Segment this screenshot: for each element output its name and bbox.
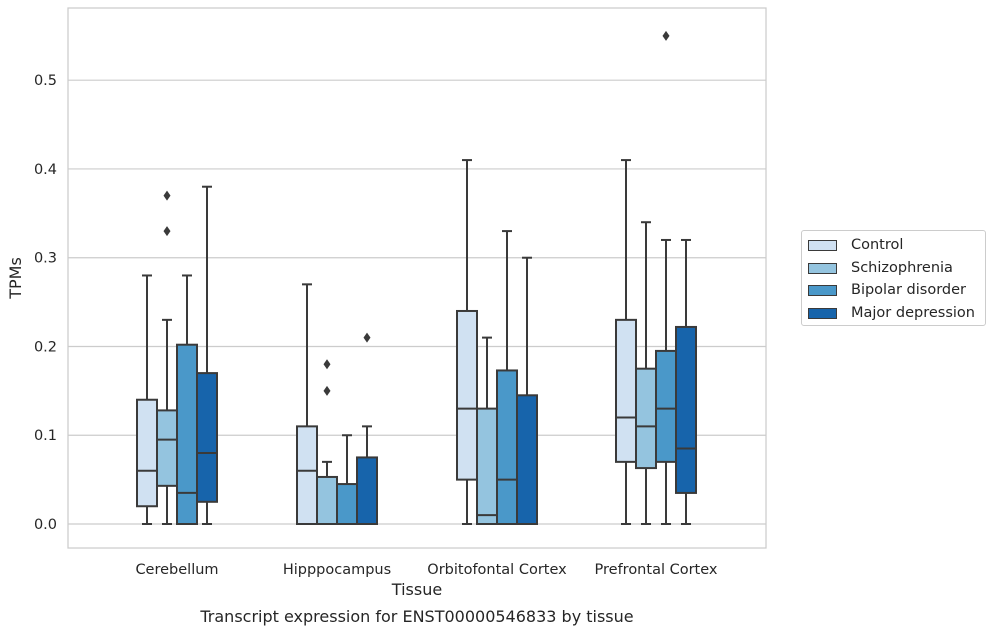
box-3-0	[615, 159, 637, 525]
y-tick-label: 0.5	[34, 73, 57, 89]
outlier-point	[323, 385, 331, 396]
outlier-point	[323, 359, 331, 370]
box-body	[496, 369, 518, 525]
box-body	[176, 343, 198, 525]
outlier-point	[163, 226, 171, 237]
box-2-0	[456, 159, 478, 525]
x-tick-labels: Cerebellum Hipppocampus Orbitofontal Corte…	[135, 562, 717, 578]
box-0-1	[156, 190, 178, 525]
outlier-point	[363, 332, 371, 343]
y-tick-label: 0.4	[34, 162, 57, 178]
y-tick-label: 0.0	[34, 517, 57, 533]
legend-label-control: Control	[851, 237, 904, 253]
box-body	[476, 407, 498, 525]
legend-label-bipolar: Bipolar disorder	[851, 282, 966, 298]
outlier-point	[163, 190, 171, 201]
outlier-point	[662, 30, 670, 41]
box-1-2	[336, 434, 358, 526]
boxes	[136, 30, 697, 526]
legend-item-control: Control	[808, 236, 903, 254]
box-3-3	[675, 238, 697, 525]
box-body	[296, 425, 318, 526]
legend-item-major-depression: Major depression	[808, 304, 975, 322]
legend-item-schizophrenia: Schizophrenia	[808, 259, 953, 277]
legend-label-major-depression: Major depression	[851, 305, 975, 321]
box-0-3	[196, 185, 218, 525]
legend-swatch-major-depression	[808, 307, 837, 319]
x-tick-label: Prefrontal Cortex	[595, 562, 718, 578]
box-body	[136, 398, 158, 508]
legend-label-schizophrenia: Schizophrenia	[851, 260, 953, 276]
box-0-2	[176, 274, 198, 525]
legend: Control Schizophrenia Bipolar disorder M…	[801, 230, 986, 326]
box-3-2	[655, 30, 677, 525]
x-axis-label: Tissue	[391, 580, 442, 599]
box-body	[156, 409, 178, 487]
box-1-0	[296, 283, 318, 526]
box-body	[356, 456, 378, 525]
y-tick-label: 0.1	[34, 428, 57, 444]
box-body	[675, 325, 697, 494]
box-3-1	[635, 221, 657, 525]
box-2-1	[476, 336, 498, 525]
box-2-3	[516, 256, 538, 525]
x-tick-label: Cerebellum	[135, 562, 218, 578]
y-tick-labels: 0.0 0.1 0.2 0.3 0.4 0.5	[34, 73, 57, 533]
plot-frame	[67, 7, 767, 549]
y-tick-label: 0.3	[34, 251, 57, 267]
y-axis-label: TPMs	[6, 257, 25, 300]
box-body	[655, 349, 677, 463]
box-body	[516, 394, 538, 525]
box-2-2	[496, 230, 518, 525]
box-body	[635, 367, 657, 470]
chart-caption: Transcript expression for ENST0000054683…	[199, 607, 633, 626]
box-body	[316, 475, 338, 526]
y-tick-label: 0.2	[34, 339, 57, 355]
legend-item-bipolar: Bipolar disorder	[808, 281, 966, 299]
box-body	[196, 372, 218, 503]
x-tick-label: Hipppocampus	[283, 562, 391, 578]
box-0-0	[136, 274, 158, 525]
box-1-3	[356, 332, 378, 525]
legend-swatch-bipolar	[808, 284, 837, 296]
box-body	[615, 318, 637, 463]
box-body	[456, 309, 478, 481]
box-1-1	[316, 359, 338, 526]
x-tick-label: Orbitofontal Cortex	[427, 562, 567, 578]
legend-swatch-control	[808, 239, 837, 251]
box-body	[336, 483, 358, 526]
legend-swatch-schizophrenia	[808, 262, 837, 274]
